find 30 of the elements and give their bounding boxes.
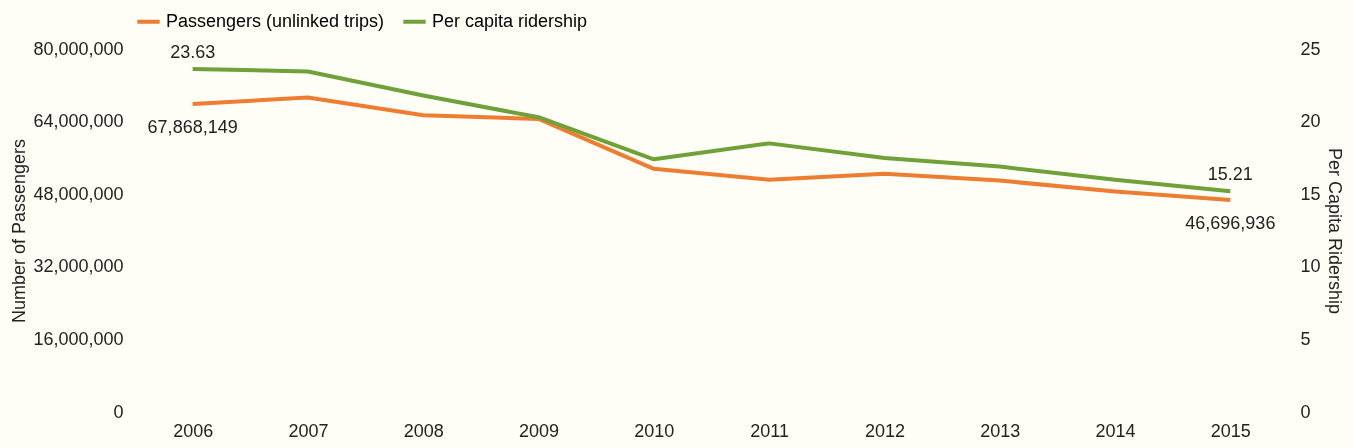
y-axis-title: Number of Passengers <box>9 138 30 324</box>
y2-tick-label: 0 <box>1300 401 1311 422</box>
y-tick-label: 16,000,000 <box>33 328 124 349</box>
y-tick-label: 80,000,000 <box>33 38 124 59</box>
x-tick-label: 2011 <box>750 420 790 441</box>
legend-label: Per capita ridership <box>432 10 588 31</box>
x-tick-label: 2009 <box>519 420 560 441</box>
data-label: 46,696,936 <box>1185 213 1276 234</box>
y-tick-label: 32,000,000 <box>33 256 124 277</box>
x-tick-label: 2006 <box>173 420 214 441</box>
data-label: 15.21 <box>1207 164 1253 185</box>
data-label: 23.63 <box>170 41 216 62</box>
x-tick-label: 2008 <box>403 420 444 441</box>
x-tick-label: 2012 <box>864 420 905 441</box>
y2-tick-label: 25 <box>1300 38 1321 59</box>
x-tick-label: 2007 <box>288 420 329 441</box>
x-tick-label: 2010 <box>634 420 675 441</box>
y2-tick-label: 5 <box>1300 328 1311 349</box>
y2-tick-label: 10 <box>1300 256 1321 277</box>
data-label: 67,868,149 <box>147 117 238 138</box>
legend-label: Passengers (unlinked trips) <box>166 10 385 31</box>
y2-tick-label: 15 <box>1300 183 1321 204</box>
x-tick-label: 2013 <box>980 420 1021 441</box>
y2-tick-label: 20 <box>1300 111 1321 132</box>
x-tick-label: 2015 <box>1210 420 1251 441</box>
y-tick-label: 48,000,000 <box>33 183 124 204</box>
y2-axis-title: Per Capita Ridership <box>1324 147 1345 315</box>
x-tick-label: 2014 <box>1095 420 1136 441</box>
y-tick-label: 64,000,000 <box>33 111 124 132</box>
y-tick-label: 0 <box>113 401 124 422</box>
